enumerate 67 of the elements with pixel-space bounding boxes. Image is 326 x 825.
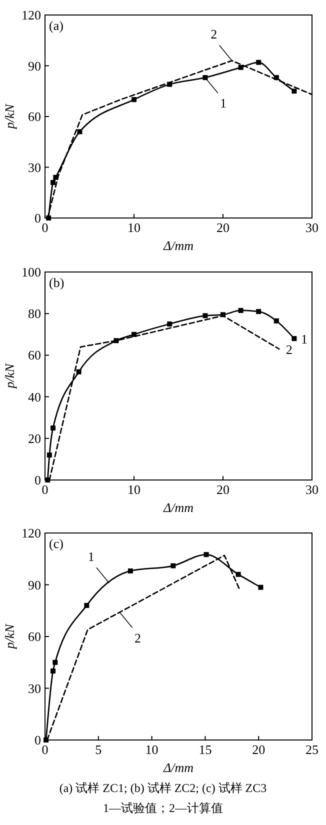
y-axis-title: p/kN xyxy=(2,622,17,650)
point xyxy=(238,64,244,70)
point xyxy=(52,660,58,665)
point xyxy=(204,552,209,558)
y-tick-label: 20 xyxy=(28,430,41,446)
y-tick-label: 30 xyxy=(28,680,41,696)
y-tick-label: 0 xyxy=(34,472,41,488)
point xyxy=(238,308,244,313)
point xyxy=(50,668,56,674)
x-tick-label: 10 xyxy=(128,220,140,235)
y-tick-label: 120 xyxy=(22,8,41,22)
point xyxy=(84,602,90,608)
y-tick-label: 0 xyxy=(34,732,41,748)
point xyxy=(50,180,56,185)
x-tick-label: 30 xyxy=(306,482,318,497)
y-tick-label: 90 xyxy=(28,577,41,592)
point xyxy=(132,97,136,102)
point xyxy=(274,318,279,324)
point xyxy=(46,452,52,458)
y-tick-label: 30 xyxy=(28,160,41,175)
text: (a) 试样 ZC1; (b) 试样 ZC2; (c) 试样 ZC3 xyxy=(59,781,267,795)
point xyxy=(50,426,56,430)
annotation: 2 xyxy=(286,342,292,357)
x-tick-label: 25 xyxy=(306,742,318,757)
chart-title: (b) xyxy=(49,275,64,290)
point xyxy=(202,313,208,318)
chart-title: (a) xyxy=(49,18,64,33)
annotation: 1 xyxy=(300,332,308,347)
point xyxy=(76,369,82,374)
x-axis-title: Δ/mm xyxy=(162,238,194,253)
x-tick-label: 30 xyxy=(306,220,318,235)
x-tick-label: 10 xyxy=(128,482,140,497)
point xyxy=(170,563,176,568)
annotation: 2 xyxy=(134,630,142,646)
y-tick-label: 90 xyxy=(28,58,41,74)
x-tick-label: 20 xyxy=(252,742,266,757)
y-tick-label: 120 xyxy=(22,526,41,540)
y-tick-label: 60 xyxy=(28,629,41,644)
annotation: 2 xyxy=(210,26,218,42)
point xyxy=(128,568,133,574)
x-axis-title: Δ/mm xyxy=(162,760,194,775)
y-axis-title: p/kN xyxy=(2,102,17,130)
y-axis-title: p/kN xyxy=(2,362,17,390)
point xyxy=(256,60,262,65)
y-tick-label: 60 xyxy=(28,348,41,363)
x-tick-label: 10 xyxy=(145,742,158,757)
annotation: 1 xyxy=(88,549,94,564)
y-tick-label: 80 xyxy=(28,306,41,322)
y-tick-label: 60 xyxy=(28,109,41,124)
point xyxy=(292,88,297,94)
y-tick-label: 100 xyxy=(22,264,41,280)
point xyxy=(292,336,297,342)
point xyxy=(256,309,262,314)
y-tick-label: 0 xyxy=(34,210,41,226)
point xyxy=(77,129,82,134)
point xyxy=(258,584,264,590)
point xyxy=(236,572,241,577)
text: 1—试验值；2—计算值 xyxy=(103,801,223,815)
x-tick-label: 20 xyxy=(216,220,230,235)
chart-title: (c) xyxy=(49,536,64,551)
annotation: 1 xyxy=(220,96,226,111)
x-tick-label: 15 xyxy=(198,742,212,757)
x-tick-label: 20 xyxy=(216,482,230,497)
y-tick-label: 40 xyxy=(28,389,41,404)
point xyxy=(167,322,172,326)
x-tick-label: 5 xyxy=(95,742,102,757)
x-axis-title: Δ/mm xyxy=(162,500,194,515)
